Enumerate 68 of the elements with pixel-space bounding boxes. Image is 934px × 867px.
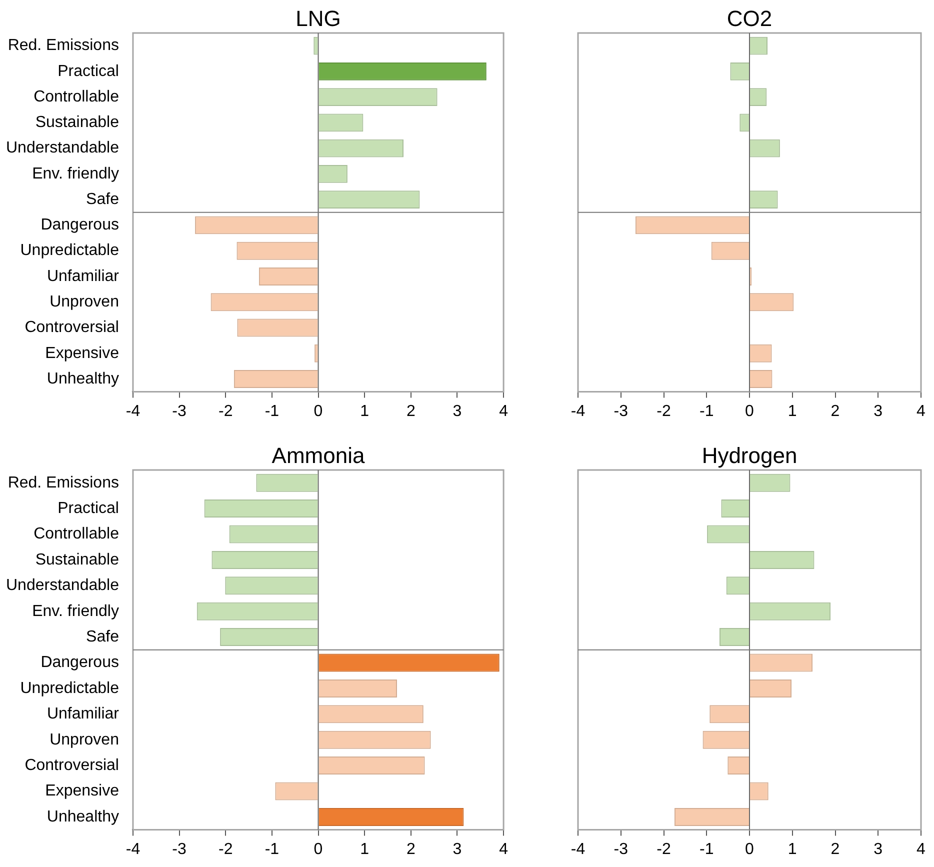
- y-tick-label: Controllable: [34, 88, 120, 106]
- x-tick-label: 2: [830, 840, 840, 858]
- x-tick-label: 1: [788, 402, 797, 420]
- chart-title: CO2: [726, 6, 772, 32]
- x-tick-label: -1: [264, 840, 280, 858]
- y-tick-label: Expensive: [45, 782, 120, 800]
- chart-title: LNG: [296, 6, 341, 32]
- y-tick-label: Expensive: [45, 344, 120, 362]
- x-tick-label: 3: [452, 402, 462, 420]
- x-tick-label: -3: [172, 840, 186, 858]
- y-tick-label: Unhealthy: [46, 808, 119, 826]
- y-tick-label: Understandable: [6, 140, 120, 157]
- y-tick-label: Unproven: [50, 731, 119, 748]
- chart-title: Hydrogen: [702, 443, 798, 468]
- y-tick-label: Unproven: [50, 294, 119, 311]
- x-tick-label: -1: [700, 840, 714, 858]
- x-tick-label: 0: [745, 840, 754, 858]
- x-tick-label: -4: [570, 402, 586, 420]
- y-tick-label: Controversial: [24, 756, 119, 774]
- x-tick-label: -4: [126, 840, 140, 858]
- x-tick-label: 3: [874, 402, 883, 420]
- y-tick-label: Practical: [58, 62, 119, 80]
- y-tick-label: Env. friendly: [32, 165, 119, 182]
- x-tick-label: 4: [916, 840, 926, 858]
- x-tick-label: -2: [218, 402, 233, 420]
- x-tick-label: 4: [499, 402, 508, 420]
- y-tick-label: Env. friendly: [32, 602, 119, 620]
- y-tick-label: Dangerous: [40, 654, 119, 672]
- y-tick-label: Dangerous: [40, 216, 119, 234]
- y-tick-label: Unpredictable: [20, 680, 120, 697]
- y-tick-label: Safe: [86, 190, 120, 208]
- x-tick-label: -4: [570, 840, 586, 858]
- y-tick-label: Safe: [86, 628, 120, 646]
- x-tick-label: -1: [700, 402, 714, 420]
- x-tick-label: -3: [614, 402, 628, 420]
- x-tick-label: -2: [656, 840, 671, 858]
- x-tick-label: -3: [614, 840, 628, 858]
- y-tick-label: Unfamiliar: [46, 706, 120, 723]
- x-tick-label: -2: [656, 402, 671, 420]
- y-tick-label: Red. Emissions: [8, 474, 119, 492]
- y-tick-label: Controversial: [24, 319, 119, 336]
- x-tick-label: 1: [360, 840, 370, 858]
- x-tick-label: 2: [830, 402, 840, 420]
- y-tick-label: Understandable: [6, 577, 120, 594]
- x-tick-label: 0: [314, 402, 323, 420]
- y-tick-label: Controllable: [34, 526, 120, 543]
- y-tick-label: Practical: [58, 500, 119, 517]
- x-tick-label: 1: [360, 402, 370, 420]
- y-tick-label: Unhealthy: [46, 370, 119, 388]
- y-tick-label: Unfamiliar: [46, 268, 120, 285]
- x-tick-label: 3: [452, 840, 462, 858]
- y-tick-label: Sustainable: [35, 551, 120, 568]
- y-tick-label: Sustainable: [35, 114, 120, 132]
- chart-title: Ammonia: [272, 443, 366, 468]
- x-tick-label: -1: [264, 402, 280, 420]
- x-tick-label: 1: [788, 840, 797, 858]
- x-tick-label: 4: [499, 840, 508, 858]
- x-tick-label: 0: [745, 402, 754, 420]
- x-tick-label: 2: [406, 840, 416, 858]
- x-tick-label: -4: [126, 402, 140, 420]
- y-tick-label: Red. Emissions: [8, 37, 119, 54]
- x-tick-label: -3: [172, 402, 186, 420]
- x-tick-label: 3: [874, 840, 883, 858]
- x-tick-label: -2: [218, 840, 233, 858]
- y-tick-label: Unpredictable: [20, 242, 120, 260]
- x-tick-label: 0: [314, 840, 323, 858]
- x-tick-label: 4: [916, 402, 926, 420]
- x-tick-label: 2: [406, 402, 416, 420]
